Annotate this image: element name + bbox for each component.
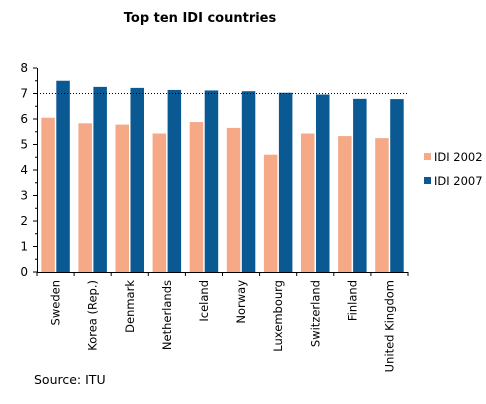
- bar-idi-2007-7: [278, 92, 293, 272]
- bar-idi-2002-3: [115, 124, 129, 272]
- bar-idi-2002-5: [189, 122, 204, 272]
- y-tick-label-0: 0: [20, 265, 28, 279]
- bar-idi-2007-1: [56, 80, 70, 272]
- legend-label-1: IDI 2002: [434, 150, 483, 164]
- y-ticks: 0 1 2 3 4 5 6 7 8: [20, 61, 37, 279]
- bars-layer: [41, 80, 404, 273]
- x-category-label-7: Luxembourg: [271, 280, 285, 352]
- legend-swatch-2: [424, 177, 431, 184]
- x-category-label-10: United Kingdom: [382, 280, 396, 372]
- bar-idi-2002-1: [41, 117, 55, 272]
- x-category-label-9: Finland: [345, 280, 359, 321]
- y-tick-label-5: 5: [20, 138, 28, 152]
- y-tick-label-6: 6: [20, 112, 28, 126]
- bar-idi-2002-10: [375, 138, 389, 272]
- bar-idi-2007-10: [390, 99, 404, 272]
- y-tick-label-8: 8: [20, 61, 28, 75]
- bar-idi-2007-8: [316, 94, 330, 273]
- source-note: Source: ITU: [34, 372, 106, 387]
- x-category-label-2: Korea (Rep.): [86, 280, 100, 351]
- y-tick-label-3: 3: [20, 189, 28, 203]
- bar-idi-2002-8: [301, 133, 315, 272]
- bar-idi-2002-2: [78, 123, 92, 273]
- bar-idi-2002-6: [226, 127, 241, 272]
- bar-idi-2002-9: [338, 136, 352, 272]
- bar-idi-2007-6: [241, 91, 256, 272]
- x-category-label-4: Netherlands: [160, 280, 174, 350]
- x-category-label-3: Denmark: [123, 280, 137, 333]
- legend-swatch-1: [424, 153, 431, 160]
- x-category-label-1: Sweden: [49, 280, 63, 325]
- bar-idi-2007-5: [204, 90, 219, 272]
- bar-idi-2007-4: [167, 89, 182, 273]
- x-category-label-8: Switzerland: [308, 280, 322, 347]
- y-tick-label-1: 1: [20, 240, 28, 254]
- bar-idi-2002-7: [263, 154, 278, 272]
- x-category-label-5: Iceland: [197, 280, 211, 322]
- bar-idi-2007-2: [93, 86, 107, 273]
- y-tick-label-2: 2: [20, 214, 28, 228]
- bar-idi-2007-9: [353, 98, 367, 272]
- bar-idi-2002-4: [152, 133, 167, 272]
- legend-label-2: IDI 2007: [434, 174, 483, 188]
- x-category-label-6: Norway: [234, 280, 248, 324]
- legend: IDI 2002 IDI 2007: [424, 150, 483, 188]
- y-tick-label-4: 4: [20, 163, 28, 177]
- chart-title: Top ten IDI countries: [124, 11, 277, 26]
- x-categories: Sweden Korea (Rep.) Denmark Netherlands Icel…: [36, 272, 409, 372]
- y-tick-label-7: 7: [20, 87, 28, 101]
- bar-idi-2007-3: [130, 87, 144, 272]
